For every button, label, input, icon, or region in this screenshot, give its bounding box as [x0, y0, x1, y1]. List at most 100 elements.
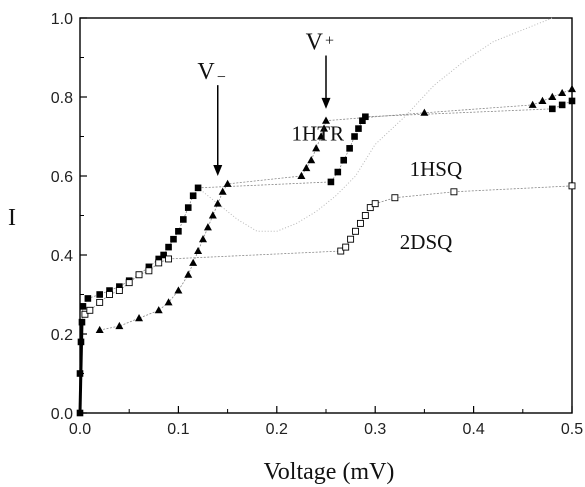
data-point-2dsq: [135, 271, 143, 279]
data-point-1htr: [322, 116, 330, 124]
dotted-curve-layer: [197, 17, 553, 232]
data-point-1hsq: [549, 105, 556, 113]
data-point-1htr: [174, 286, 183, 294]
data-point-1hsq: [327, 178, 335, 186]
x-tick-label: 0.3: [364, 421, 386, 438]
data-point-1hsq: [170, 235, 177, 243]
y-tick-label: 0.8: [51, 90, 73, 107]
series-line-2dsq: [84, 185, 573, 315]
data-point-2dsq: [371, 200, 379, 208]
data-point-1htr: [528, 100, 537, 108]
data-point-1hsq: [362, 113, 369, 121]
data-point-2dsq: [96, 298, 104, 306]
data-point-1hsq: [355, 125, 362, 132]
data-point-1hsq: [180, 216, 187, 223]
data-point-1htr: [184, 270, 193, 278]
data-point-1hsq: [568, 97, 576, 105]
data-point-1htr: [208, 211, 217, 219]
v-plus-subscript: +: [325, 33, 334, 50]
x-tick-label: 0.0: [69, 421, 91, 438]
data-point-1htr: [320, 124, 329, 132]
data-point-1htr: [189, 258, 198, 266]
x-axis-label: Voltage (mV): [264, 459, 395, 485]
data-point-2dsq: [347, 235, 355, 243]
curve-label-1htr: 1HTR: [292, 121, 345, 145]
data-point-2dsq: [155, 259, 163, 267]
data-point-1htr: [307, 156, 316, 164]
data-point-1hsq: [96, 291, 103, 298]
data-point-2dsq: [366, 204, 374, 212]
data-point-1hsq: [189, 192, 197, 200]
data-point-1htr: [302, 163, 311, 172]
data-point-2dsq: [361, 212, 369, 219]
x-tick-label: 0.4: [462, 421, 484, 438]
data-point-2dsq: [106, 291, 113, 298]
v-plus-arrow-head: [321, 97, 331, 109]
data-point-1htr: [558, 88, 567, 97]
series-line-1hsq-rise: [78, 322, 84, 414]
data-point-1hsq: [155, 255, 163, 263]
y-tick-label: 1.0: [51, 11, 73, 28]
data-point-1htr: [115, 321, 124, 330]
y-tick-label: 0.0: [51, 406, 73, 423]
data-point-1hsq: [334, 168, 342, 176]
data-point-1htr: [317, 132, 326, 140]
v-minus-subscript: −: [217, 69, 226, 86]
data-point-1htr: [164, 298, 173, 306]
data-point-1htr: [199, 235, 207, 243]
series-line-1htr: [99, 88, 573, 331]
v-minus-label: V: [197, 59, 215, 85]
data-point-1hsq: [558, 101, 566, 109]
x-tick-label: 0.1: [167, 421, 189, 438]
data-point-1htr: [203, 223, 212, 231]
data-point-2dsq: [450, 188, 458, 196]
data-point-1hsq: [194, 184, 202, 192]
data-point-1htr: [135, 314, 144, 322]
data-point-1htr: [218, 187, 227, 195]
curve-label-2dsq: 2DSQ: [400, 230, 453, 254]
data-point-2dsq: [356, 219, 364, 227]
data-point-1hsq: [184, 204, 192, 211]
data-point-1htr: [223, 179, 232, 187]
series-line-1hsq: [79, 100, 573, 413]
dotted-curve: [197, 17, 553, 232]
data-point-1htr: [420, 108, 429, 116]
curve-label-1hsq: 1HSQ: [410, 157, 463, 181]
data-point-1hsq: [106, 287, 113, 294]
y-tick-label: 0.2: [51, 327, 73, 344]
data-point-2dsq: [81, 310, 89, 318]
data-point-1htr: [194, 246, 203, 255]
data-point-1htr: [312, 144, 321, 152]
data-point-1hsq: [79, 303, 87, 310]
data-point-2dsq: [86, 306, 94, 314]
data-point-1htr: [568, 84, 576, 93]
data-point-1htr: [548, 92, 557, 100]
data-point-1hsq: [165, 243, 172, 251]
data-point-2dsq: [125, 279, 133, 287]
series-markers-layer: [76, 84, 576, 417]
data-point-2dsq: [568, 182, 576, 190]
y-tick-label: 0.4: [51, 248, 73, 265]
x-tick-label: 0.5: [561, 421, 583, 438]
data-point-1hsq: [160, 251, 167, 259]
data-point-1htr: [213, 199, 222, 207]
data-point-1hsq: [175, 228, 182, 235]
y-tick-label: 0.6: [51, 169, 73, 186]
data-point-2dsq: [391, 194, 399, 202]
axis-ticks: 0.0 0.1 0.2 0.3 0.4 0.5 0.0 0.2 0.4 0.6 0.8 1.0: [51, 11, 583, 438]
v-plus-label: V: [306, 30, 324, 56]
data-point-2dsq: [115, 287, 123, 294]
data-point-2dsq: [342, 243, 350, 251]
data-point-1hsq: [116, 283, 123, 290]
data-point-2dsq: [337, 247, 345, 255]
data-point-1htr: [297, 171, 306, 179]
data-point-2dsq: [145, 267, 153, 275]
data-point-1htr: [154, 306, 163, 314]
data-point-1hsq: [145, 263, 153, 271]
data-point-1hsq: [359, 117, 366, 124]
data-point-2dsq: [352, 227, 359, 235]
data-point-1htr: [95, 325, 104, 334]
data-point-1hsq: [84, 295, 92, 302]
